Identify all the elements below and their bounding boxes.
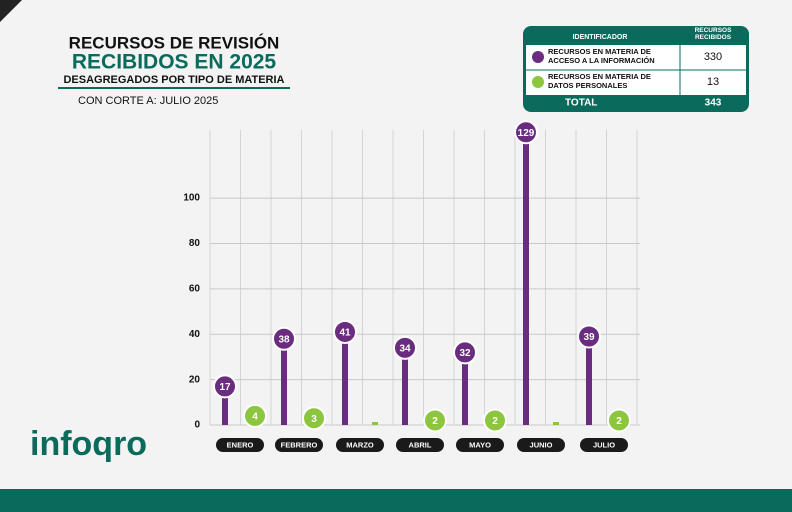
bubble [577,324,601,349]
value-label: 2 [492,416,498,427]
month-pill [216,438,264,452]
footer-bar [0,489,792,512]
chart-subtitle: DESAGREGADOS POR TIPO DE MATERIA [63,74,284,86]
bubble [514,120,538,145]
month-pill [456,438,504,452]
stem [586,336,592,425]
legend-wrap: RECURSOS EN MATERIA DE ACCESO A LA INFOR… [548,47,655,65]
x-tick-label: MARZO [346,440,374,449]
x-tick-label: ABRIL [409,440,432,449]
month-pill [580,438,628,452]
total-label: TOTAL [565,98,597,109]
value-label: 4 [252,412,258,423]
stem [462,352,468,425]
value-label: 38 [278,334,290,345]
stem [523,132,529,425]
table-header-wrap: RECURSOS RECIBIDOS [694,27,732,41]
bubble [272,326,296,351]
stem [222,386,228,425]
x-tick-label: JULIO [593,440,615,449]
bubble [483,408,507,433]
legend-wrap: RECURSOS EN MATERIA DE DATOS PERSONALES [548,72,651,90]
stem [553,422,559,425]
y-tick-label: 40 [189,329,201,340]
y-tick-label: 60 [189,283,201,294]
stem [281,338,287,425]
bubble [423,408,447,433]
corner [0,0,22,22]
value-label: 2 [432,416,438,427]
value-label: 2 [616,416,622,427]
value-label: 39 [583,332,595,343]
value-label: 17 [219,382,231,393]
y-tick-label: 80 [189,238,201,249]
month-pill [275,438,323,452]
y-tick-label: 0 [194,420,200,431]
table-header: RECURSOS RECIBIDOS [694,27,732,41]
legend-dot [532,51,544,63]
x-tick-label: JUNIO [530,440,553,449]
bubble [393,335,417,360]
value-label: 129 [518,128,535,139]
month-pill [336,438,384,452]
bubble [453,340,477,365]
stem [372,422,378,425]
legend-dot [532,76,544,88]
cutoff: CON CORTE A: JULIO 2025 [78,95,218,107]
legend-label: RECURSOS EN MATERIA DE DATOS PERSONALES [548,72,651,90]
stem [402,347,408,425]
chart-title: RECURSOS DE REVISIÓN [69,33,280,52]
legend-total: 330 [704,51,722,63]
bubble [213,374,237,399]
bubble [333,319,357,344]
logo: infoqro [30,425,147,463]
table-header: IDENTIFICADOR [573,34,628,41]
stem [342,331,348,425]
legend-label: RECURSOS EN MATERIA DE ACCESO A LA INFOR… [548,47,655,65]
y-tick-label: 20 [189,374,201,385]
value-label: 34 [399,343,411,354]
chart-title: RECIBIDOS EN 2025 [72,51,277,74]
bubble [302,406,326,431]
x-tick-label: FEBRERO [281,440,318,449]
legend-total: 13 [707,76,719,88]
value-label: 41 [339,328,351,339]
month-pill [396,438,444,452]
value-label: 3 [311,414,317,425]
bubble [243,403,267,428]
x-tick-label: MAYO [469,440,491,449]
x-tick-label: ENERO [227,440,254,449]
month-pill [517,438,565,452]
bubble [607,408,631,433]
value-label: 32 [459,348,471,359]
y-tick-label: 100 [183,193,200,204]
total-value: 343 [705,98,722,109]
